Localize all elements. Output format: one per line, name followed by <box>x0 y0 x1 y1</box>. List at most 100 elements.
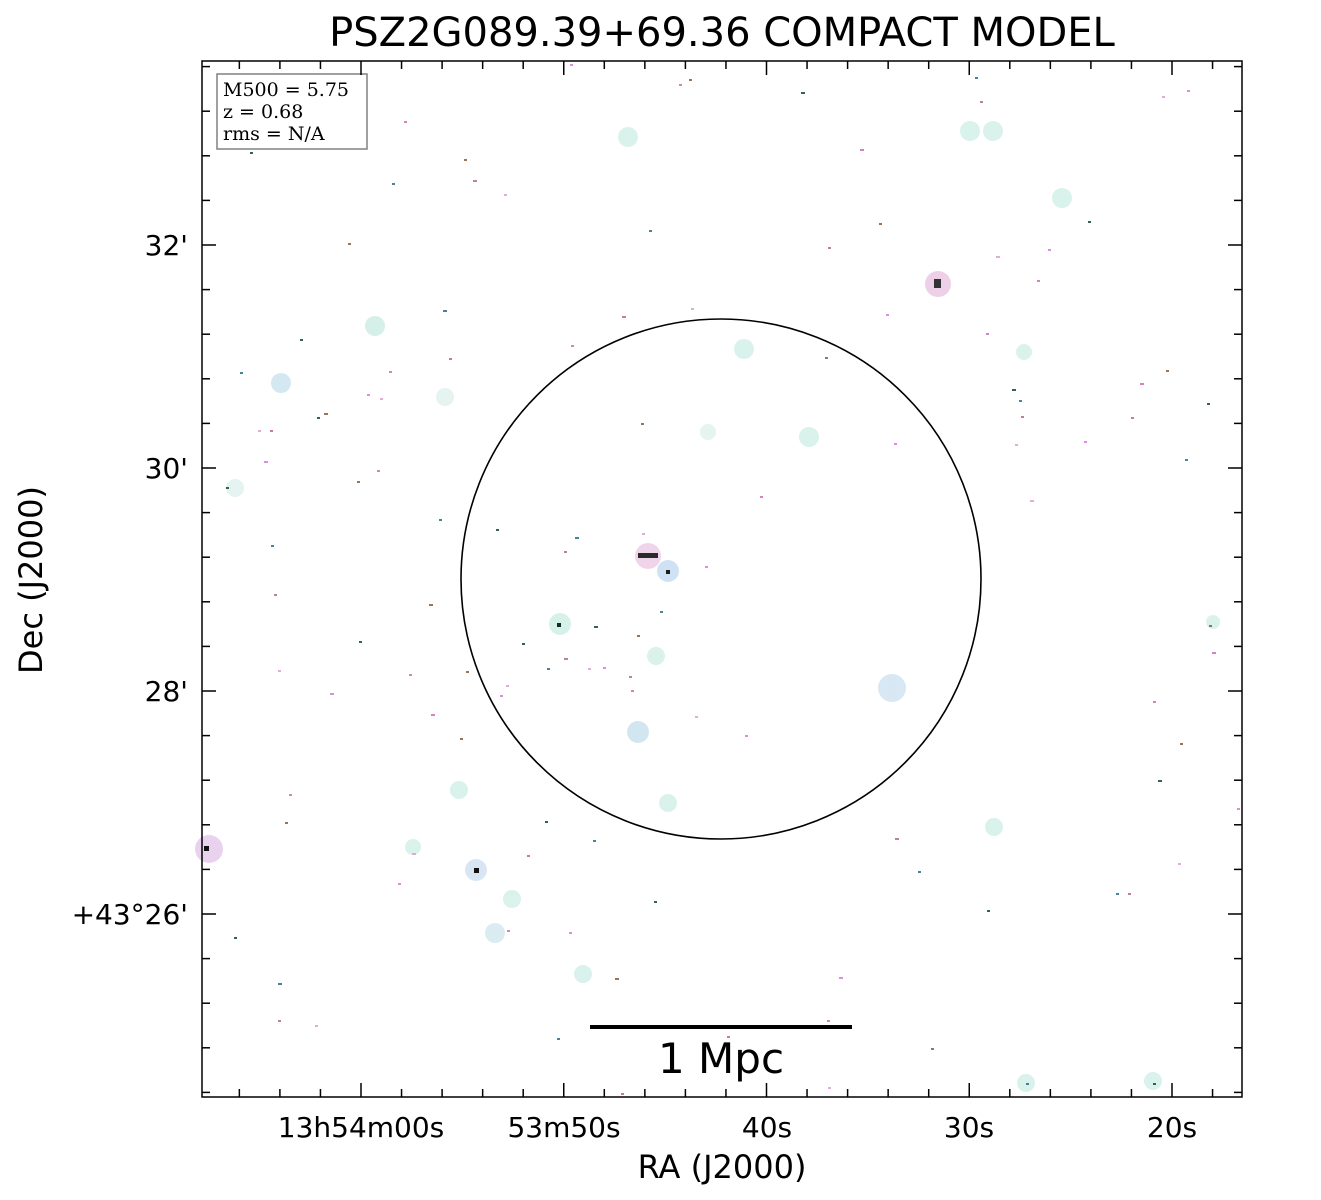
noise-pixel <box>315 1025 318 1027</box>
noise-pixel <box>439 519 442 521</box>
noise-pixel <box>986 333 989 335</box>
noise-pixel <box>367 394 370 396</box>
noise-pixel <box>289 794 292 796</box>
noise-pixel <box>412 853 416 855</box>
source-halo <box>1206 615 1220 629</box>
noise-pixel <box>593 840 596 842</box>
noise-pixel <box>825 357 828 359</box>
source-halo <box>647 647 665 665</box>
noise-pixel <box>392 183 395 185</box>
noise-pixel <box>234 937 237 939</box>
ra-tick-labels: 13h54m00s 53m50s 40s 30s 20s <box>278 1111 1197 1144</box>
noise-pixel <box>1084 441 1087 443</box>
source-halo <box>226 479 244 497</box>
noise-pixel <box>429 604 433 606</box>
axis-ticks <box>202 61 1242 1097</box>
noise-pixel <box>1187 90 1190 92</box>
noise-pixel <box>588 668 591 670</box>
noise-pixel <box>1180 743 1183 745</box>
cluster-aperture-circle <box>460 318 982 840</box>
noise-pixels <box>226 64 1240 1095</box>
noise-pixel <box>827 1020 830 1022</box>
noise-pixel <box>860 149 864 151</box>
noise-pixel <box>828 247 831 249</box>
source-halo <box>985 818 1003 836</box>
noise-pixel <box>1178 863 1181 865</box>
scale-bar-label: 1 Mpc <box>658 1034 784 1083</box>
noise-pixel <box>695 716 698 718</box>
noise-pixel <box>389 371 392 373</box>
noise-pixel <box>570 64 573 66</box>
noise-pixel <box>1209 625 1212 627</box>
source-halo <box>734 339 754 359</box>
noise-pixel <box>828 1087 831 1089</box>
info-box <box>216 73 368 150</box>
source-halo <box>1144 1072 1162 1090</box>
source-halo <box>1016 344 1032 360</box>
noise-pixel <box>1030 500 1034 502</box>
noise-pixel <box>500 695 503 697</box>
noise-pixel <box>1048 249 1051 251</box>
noise-pixel <box>1207 403 1210 405</box>
noise-pixel <box>679 84 682 86</box>
noise-pixel <box>569 932 572 934</box>
noise-pixel <box>398 883 401 885</box>
noise-pixel <box>1140 383 1144 385</box>
source-halo <box>1052 188 1072 208</box>
noise-pixel <box>250 152 253 154</box>
dec-tick-label: 32' <box>145 229 188 262</box>
noise-pixel <box>464 159 467 161</box>
source-halo <box>700 424 716 440</box>
noise-pixel <box>622 316 626 318</box>
noise-pixel <box>642 533 645 535</box>
source-halo <box>878 674 906 702</box>
noise-pixel <box>278 1020 281 1022</box>
source-halo <box>405 839 421 855</box>
y-axis-label: Dec (J2000) <box>12 486 50 674</box>
source-halo <box>365 316 385 336</box>
noise-pixel <box>278 983 282 985</box>
noise-pixel <box>473 180 477 182</box>
noise-pixel <box>285 822 288 824</box>
noise-pixel <box>918 871 921 873</box>
noise-pixel <box>931 1048 934 1050</box>
noise-pixel <box>431 714 435 716</box>
noise-pixel <box>660 611 663 613</box>
noise-pixel <box>264 461 268 463</box>
noise-pixel <box>637 635 640 637</box>
figure-title: PSZ2G089.39+69.36 COMPACT MODEL <box>329 10 1115 56</box>
noise-pixel <box>1116 893 1119 895</box>
noise-pixel <box>649 230 652 232</box>
noise-pixel <box>330 693 334 695</box>
noise-pixel <box>278 670 281 672</box>
source-halo <box>503 890 521 908</box>
noise-pixel <box>547 668 550 670</box>
noise-pixel <box>258 430 261 432</box>
source-halo <box>436 388 454 406</box>
noise-pixel <box>564 551 567 553</box>
noise-pixel <box>1131 417 1134 419</box>
noise-pixel <box>1237 808 1240 810</box>
ra-tick-label: 13h54m00s <box>278 1111 445 1144</box>
noise-pixel <box>1015 444 1018 446</box>
ra-tick-label: 30s <box>944 1111 994 1144</box>
noise-pixel <box>705 566 708 568</box>
info-mass: M500 = 5.75 <box>223 79 349 101</box>
source-core <box>934 279 941 288</box>
noise-pixel <box>894 443 897 445</box>
dec-tick-labels: 32' 30' 28' +43°26' <box>72 229 188 931</box>
source-core <box>557 623 561 627</box>
source-core <box>474 868 479 873</box>
noise-pixel <box>1166 370 1169 372</box>
noise-pixel <box>745 735 748 737</box>
noise-pixel <box>996 256 1000 258</box>
noise-pixel <box>522 643 525 645</box>
noise-pixel <box>449 358 452 360</box>
info-rms: rms = N/A <box>223 123 325 145</box>
noise-pixel <box>1026 1083 1029 1085</box>
source-core <box>666 570 670 574</box>
dec-tick-label: +43°26' <box>72 898 188 931</box>
info-redshift: z = 0.68 <box>223 101 303 123</box>
noise-pixel <box>886 314 889 316</box>
